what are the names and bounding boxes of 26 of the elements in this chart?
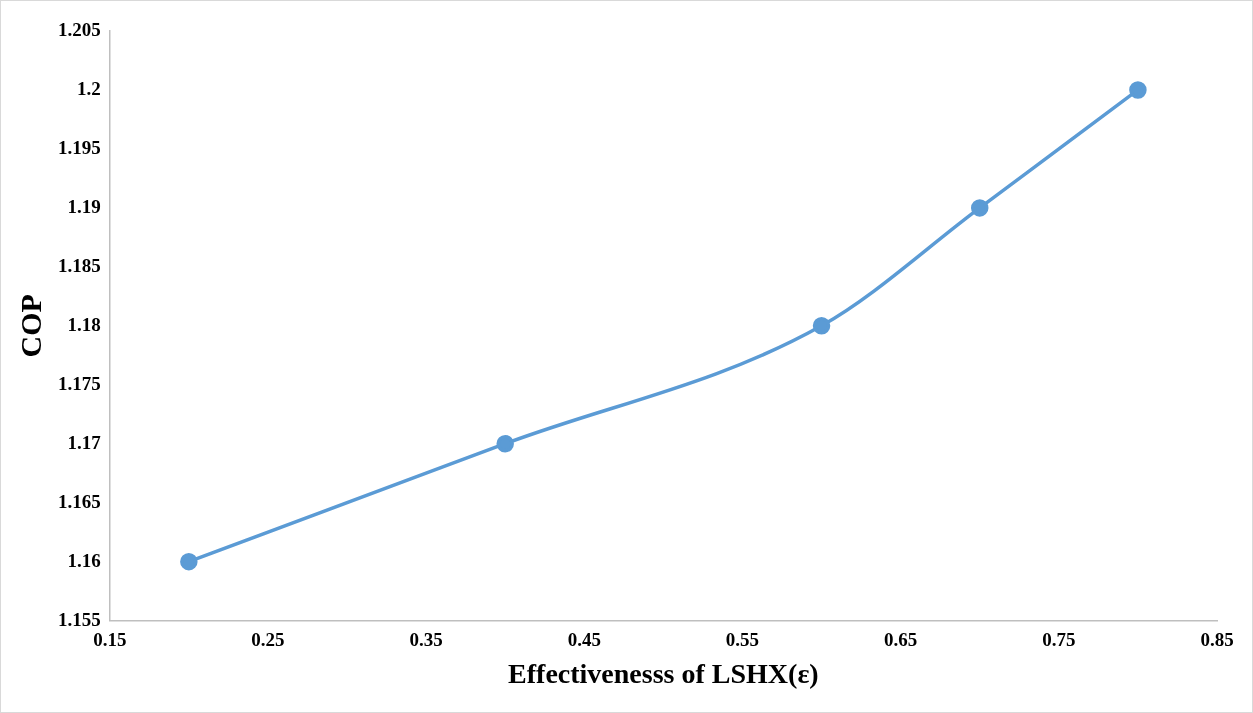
point: [496, 434, 514, 453]
point: [1129, 81, 1147, 99]
y-tick-label: 1.185: [58, 254, 101, 276]
y-tick-label: 1.155: [58, 608, 101, 630]
x-tick-label: 0.85: [1200, 628, 1234, 650]
point: [970, 199, 989, 217]
x-axis-title: Effectivenesss of LSHX(ε): [508, 658, 819, 690]
y-tick-label: 1.17: [67, 431, 102, 453]
x-tick-label: 0.75: [1042, 628, 1076, 650]
x-tick-label: 0.65: [884, 628, 918, 650]
y-axis-title: COP: [13, 294, 47, 358]
x-tick-label: 0.25: [251, 628, 285, 650]
y-tick-label: 1.2: [77, 77, 101, 99]
x-tick-label: 0.45: [567, 628, 601, 650]
point: [180, 552, 198, 571]
x-tick-label: 0.55: [725, 628, 760, 650]
x-tick-label: 0.15: [93, 628, 127, 650]
y-tick-label: 1.165: [58, 490, 101, 512]
y-tick-label: 1.18: [67, 313, 101, 335]
y-tick-label: 1.16: [67, 549, 101, 571]
y-tick-label: 1.175: [58, 372, 101, 394]
y-tick-label: 1.195: [58, 136, 101, 158]
y-tick-label: 1.19: [67, 195, 101, 217]
y-tick-label: 1.205: [58, 18, 101, 40]
point: [812, 317, 831, 335]
x-tick-label: 0.35: [409, 628, 443, 650]
